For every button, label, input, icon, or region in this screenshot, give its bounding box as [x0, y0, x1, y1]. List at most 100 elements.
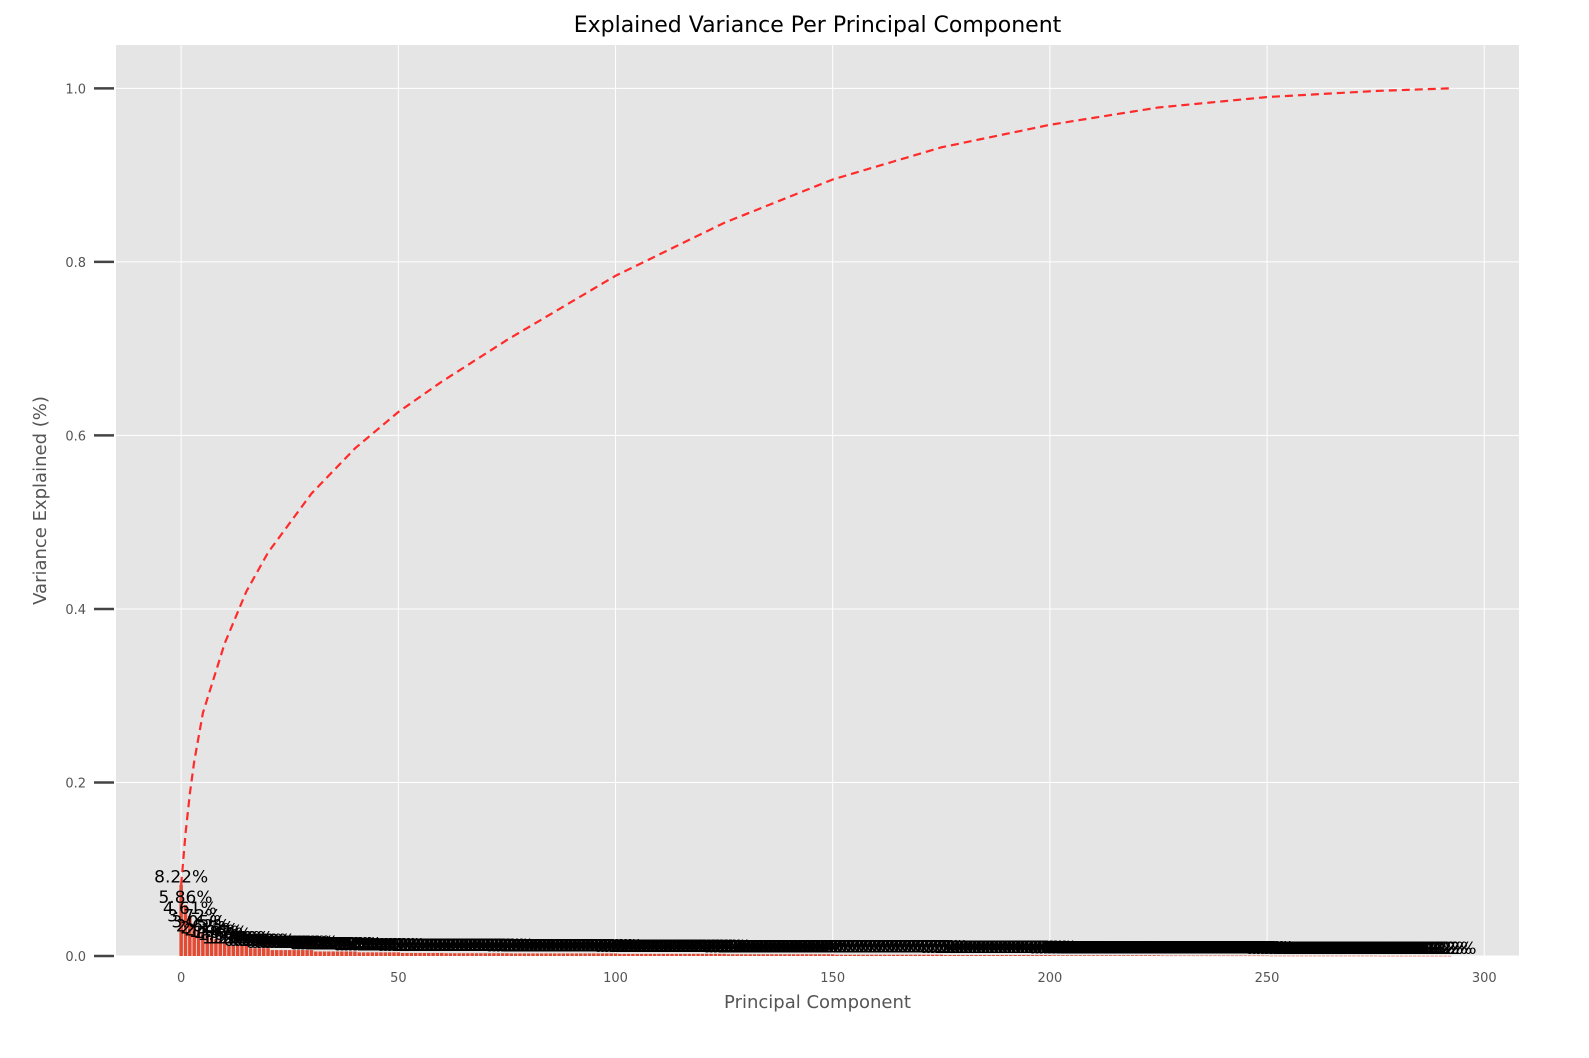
bar-value-label: 0.10% [923, 938, 977, 958]
bar [900, 954, 904, 956]
bar [1052, 955, 1056, 956]
y-tick-label: 0.4 [65, 603, 86, 618]
bar [765, 954, 770, 956]
bar [665, 953, 670, 956]
bar-value-label: 0.03% [1340, 939, 1394, 959]
bar [566, 953, 570, 956]
bar [227, 945, 231, 956]
bar-value-label: 0.15% [875, 938, 929, 958]
bar [431, 952, 435, 956]
bar-value-label: 0.08% [1027, 938, 1081, 958]
bar-value-label: 0.15% [893, 938, 947, 958]
bar-value-label: 0.02% [1396, 939, 1450, 959]
bar [683, 953, 687, 956]
bar-value-label: 0.52% [328, 934, 382, 954]
bar [309, 950, 314, 956]
bar [1178, 955, 1182, 957]
bar-value-label: 0.24% [615, 937, 669, 957]
bar-value-label: 0.05% [1205, 939, 1259, 959]
bar [331, 951, 335, 956]
bar-value-label: 0.05% [1223, 939, 1277, 959]
bar-value-label: 0.32% [476, 936, 530, 956]
bar [852, 954, 857, 956]
bar-value-label: 0.68% [271, 933, 325, 953]
bar [1135, 955, 1139, 956]
bar-value-label: 0.68% [258, 933, 312, 953]
bar [735, 954, 739, 956]
bar [470, 953, 474, 956]
bar-value-label: 0.10% [1014, 938, 1068, 958]
bar [1287, 955, 1291, 957]
bar-value-label: 0.24% [684, 937, 738, 957]
bar-value-label: 0.24% [619, 937, 673, 957]
bar [483, 953, 487, 956]
bar-value-label: 0.10% [997, 938, 1051, 958]
bar [440, 952, 444, 956]
bar [279, 950, 283, 956]
bar [1095, 955, 1100, 956]
bar-value-label: 0.20% [745, 937, 799, 957]
bar-value-label: 0.15% [910, 938, 964, 958]
cumulative-variance-line [180, 87, 1450, 885]
bar-value-label: 0.15% [814, 938, 868, 958]
bar-value-label: 0.08% [1105, 938, 1159, 958]
bar [661, 953, 666, 956]
bar-value-label: 0.24% [636, 937, 690, 957]
bar-value-label: 0.05% [1140, 939, 1194, 959]
bar [1074, 955, 1078, 956]
bar [843, 954, 848, 956]
bar-value-label: 0.90% [237, 931, 291, 951]
bar-value-label: 0.02% [1422, 939, 1476, 959]
bar-value-label: 0.32% [450, 936, 504, 956]
bar [570, 953, 574, 956]
bar-value-label: 0.90% [224, 931, 278, 951]
bar-value-label: 0.08% [1053, 938, 1107, 958]
bar [592, 953, 596, 956]
bar [374, 952, 379, 956]
bar-value-label: 0.52% [311, 934, 365, 954]
bar-value-label: 0.42% [371, 935, 425, 955]
bar [231, 945, 236, 956]
bar [1148, 955, 1152, 956]
bar [335, 951, 340, 956]
bar [253, 948, 257, 956]
bar [613, 953, 618, 956]
bar-value-label: 0.02% [1357, 939, 1411, 959]
bar-value-label: 0.05% [1188, 939, 1242, 959]
bar [1369, 955, 1374, 957]
bar [248, 948, 253, 956]
bar-value-label: 0.10% [949, 938, 1003, 958]
bar-value-label: 0.05% [1166, 939, 1220, 959]
bar-value-label: 0.02% [1401, 939, 1455, 959]
bar [1308, 955, 1313, 957]
bar [1200, 955, 1204, 957]
bar-value-label: 0.52% [319, 934, 373, 954]
bar [422, 952, 427, 956]
bar [1065, 955, 1069, 956]
bar [1239, 955, 1243, 957]
bar [379, 952, 383, 956]
bar [1113, 955, 1117, 956]
bar-value-label: 0.35% [410, 936, 464, 956]
bar [1026, 955, 1030, 956]
bar-value-label: 0.24% [680, 937, 734, 957]
bar [1343, 955, 1347, 957]
bar [1373, 955, 1378, 957]
bar [587, 953, 592, 956]
bar-value-label: 0.24% [697, 937, 751, 957]
bar-value-label: 0.05% [1153, 939, 1207, 959]
bar [1078, 955, 1083, 956]
bar [270, 950, 275, 956]
bar-value-label: 0.10% [940, 938, 994, 958]
bar-value-label: 0.15% [840, 938, 894, 958]
bar-value-label: 0.20% [754, 937, 808, 957]
bar-value-label: 0.30% [523, 936, 577, 956]
bar-value-label: 0.10% [945, 938, 999, 958]
bar [626, 953, 631, 956]
bar-value-label: 0.35% [415, 936, 469, 956]
bar [800, 954, 805, 956]
bar-value-label: 0.35% [380, 936, 434, 956]
bar [1330, 955, 1334, 957]
bar-value-label: 0.10% [992, 938, 1046, 958]
bar-value-label: 0.30% [549, 936, 603, 956]
